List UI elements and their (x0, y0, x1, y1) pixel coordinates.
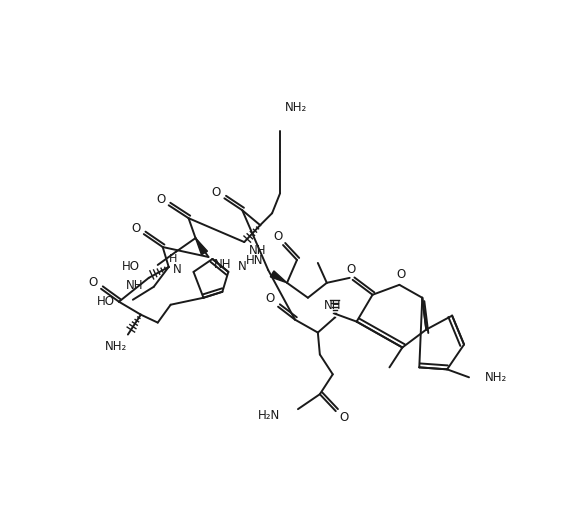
Text: O: O (346, 264, 356, 276)
Text: NH₂: NH₂ (105, 340, 127, 353)
Text: O: O (88, 276, 98, 289)
Text: NH: NH (213, 259, 231, 271)
Text: N: N (173, 264, 182, 276)
Text: N: N (238, 261, 247, 273)
Text: NH: NH (324, 299, 342, 312)
Text: O: O (266, 292, 275, 305)
Text: HO: HO (122, 261, 140, 273)
Text: NH₂: NH₂ (285, 102, 307, 114)
Text: H: H (169, 254, 178, 264)
Text: O: O (156, 193, 166, 206)
Text: NH: NH (126, 279, 144, 292)
Polygon shape (270, 271, 287, 283)
Text: HN: HN (246, 255, 263, 268)
Text: O: O (339, 411, 349, 424)
Text: O: O (212, 186, 221, 199)
Text: H₂N: H₂N (258, 409, 280, 422)
Text: O: O (131, 222, 141, 235)
Text: NH₂: NH₂ (485, 371, 507, 384)
Polygon shape (196, 238, 207, 255)
Text: O: O (274, 230, 283, 242)
Text: NH: NH (249, 243, 267, 257)
Text: O: O (397, 268, 406, 281)
Text: HO: HO (97, 295, 115, 308)
